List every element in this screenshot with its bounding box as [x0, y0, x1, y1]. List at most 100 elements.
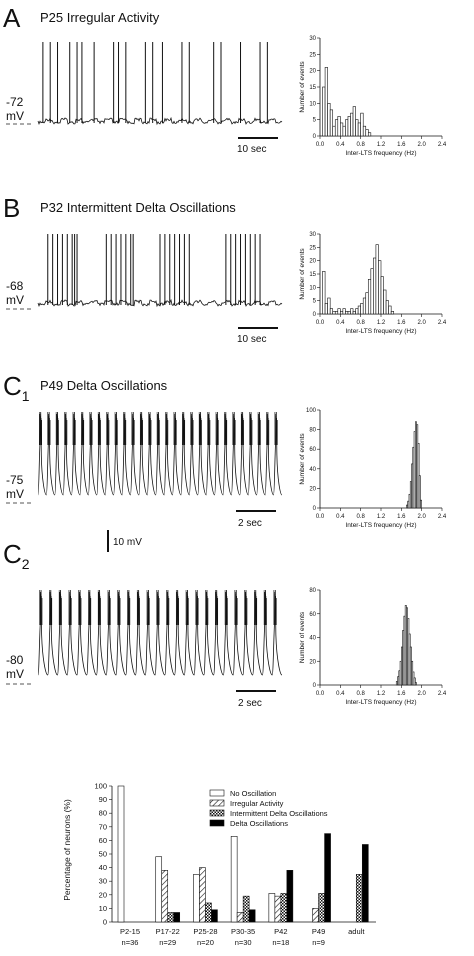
summary-y-tick-label: 30 — [99, 877, 107, 886]
hist-x-tick-label: 2.4 — [438, 514, 447, 520]
hist-bar — [415, 682, 417, 686]
hist-bar — [324, 303, 328, 315]
panel-b: B P32 Intermittent Delta Oscillations -6… — [3, 193, 447, 345]
hist-y-axis-label: Number of events — [299, 248, 306, 300]
voltage-scale: 10 mV — [107, 530, 142, 552]
hist-x-tick-label: 0.0 — [316, 691, 325, 697]
panel-a-unit: mV — [6, 109, 24, 123]
hist-y-tick-label: 0 — [313, 506, 317, 512]
hist-y-tick-label: 5 — [313, 299, 317, 305]
hist-bar — [327, 297, 331, 315]
hist-y-tick-label: 20 — [309, 69, 316, 75]
hist-x-tick-label: 2.4 — [438, 142, 447, 148]
hist-y-tick-label: 10 — [309, 285, 316, 291]
hist-x-tick-label: 1.2 — [377, 320, 386, 326]
summary-bar — [318, 893, 325, 923]
hist-x-tick-label: 2.4 — [438, 691, 447, 697]
trace-oscillation — [37, 411, 283, 496]
panel-a-trace — [37, 42, 283, 126]
hist-bar — [413, 677, 416, 686]
summary-bar — [286, 870, 294, 923]
summary-category-n: n=18 — [272, 938, 289, 947]
hist-bar — [365, 292, 369, 315]
summary-y-tick-label: 70 — [99, 822, 107, 831]
hist-x-tick-label: 0.4 — [336, 691, 345, 697]
summary-category-n: n=9 — [312, 938, 325, 947]
hist-bar — [370, 268, 374, 315]
summary-category-label: P17-22 — [156, 927, 180, 936]
panel-c1: C1 P49 Delta Oscillations -75 mV 2 sec 0… — [3, 371, 447, 529]
panel-b-unit: mV — [6, 293, 24, 307]
hist-x-axis-label: Inter-LTS frequency (Hz) — [345, 328, 416, 335]
hist-x-tick-label: 2.0 — [417, 320, 426, 326]
hist-y-tick-label: 40 — [309, 636, 316, 642]
hist-bar — [340, 311, 344, 315]
summary-bar — [268, 893, 276, 923]
panel-b-trace — [37, 234, 283, 308]
hist-y-tick-label: 0 — [313, 134, 317, 140]
hist-bar — [342, 308, 346, 315]
summary-y-tick-label: 10 — [99, 904, 107, 913]
panel-c1-potential: -75 — [6, 473, 24, 487]
hist-bar — [360, 303, 364, 315]
summary-bar — [230, 836, 238, 923]
legend-swatch — [209, 799, 225, 807]
hist-bar — [334, 119, 339, 137]
hist-bar — [418, 475, 421, 509]
trace-baseline — [37, 116, 283, 126]
hist-bar — [355, 308, 359, 315]
hist-x-tick-label: 0.8 — [356, 514, 365, 520]
hist-y-axis-label: Number of events — [299, 433, 306, 485]
hist-y-tick-label: 80 — [309, 428, 316, 434]
hist-y-tick-label: 15 — [309, 85, 316, 91]
panel-a-title: P25 Irregular Activity — [40, 10, 160, 25]
hist-y-tick-label: 60 — [309, 612, 316, 618]
hist-bar — [340, 122, 344, 137]
hist-y-axis-label: Number of events — [299, 61, 306, 113]
voltage-scale-label: 10 mV — [113, 537, 142, 548]
legend-label: Delta Oscillations — [230, 819, 288, 828]
hist-bar — [322, 271, 326, 315]
hist-bar — [329, 109, 334, 137]
panel-c2-letter: C2 — [3, 539, 30, 572]
hist-x-tick-label: 0.8 — [356, 142, 365, 148]
summary-bar — [236, 912, 244, 923]
hist-bar — [350, 308, 354, 315]
hist-x-tick-label: 0.8 — [356, 320, 365, 326]
hist-bar — [367, 132, 372, 137]
panel-c2-potential: -80 — [6, 653, 24, 667]
panel-b-potential: -68 — [6, 279, 24, 293]
panel-c1-letter: C1 — [3, 371, 30, 404]
panel-a: A P25 Irregular Activity -72 mV 10 sec 0… — [3, 3, 447, 157]
summary-category-label: P49 — [312, 927, 325, 936]
hist-bar — [337, 308, 341, 315]
panel-c2-trace — [37, 589, 283, 676]
panel-c1-histogram: 0 20 40 60 80 100 0.0 0.4 0.8 1.2 1.6 2.0 2.4 Inter-L… — [299, 408, 447, 529]
hist-x-tick-label: 2.0 — [417, 691, 426, 697]
hist-bar — [390, 311, 395, 315]
summary-category-label: P2-15 — [120, 927, 140, 936]
hist-y-tick-label: 15 — [309, 272, 316, 278]
hist-bar — [347, 116, 351, 137]
summary-bar — [242, 895, 250, 923]
hist-x-tick-label: 2.0 — [417, 514, 426, 520]
panel-a-letter: A — [3, 3, 21, 33]
panel-b-time-scale-label: 10 sec — [237, 334, 266, 345]
panel-c2-histogram: 0 20 40 60 80 0.0 0.4 0.8 1.2 1.6 2.0 2.4 Inter-LTS … — [299, 588, 447, 706]
hist-bar — [362, 297, 367, 315]
summary-bar — [193, 874, 200, 923]
hist-bar — [375, 244, 379, 315]
summary-category-label: P30-35 — [231, 927, 255, 936]
hist-bar — [365, 129, 369, 137]
summary-category-label: P25-28 — [193, 927, 217, 936]
hist-bar — [322, 86, 326, 137]
hist-bar — [337, 116, 341, 137]
hist-x-tick-label: 2.0 — [417, 142, 426, 148]
hist-y-tick-label: 100 — [306, 408, 317, 414]
panel-c1-trace — [37, 411, 283, 496]
hist-x-tick-label: 1.2 — [377, 142, 386, 148]
hist-y-axis-label: Number of events — [299, 611, 306, 663]
summary-category-label: adult — [348, 927, 365, 936]
panel-c2: C2 -80 mV 2 sec 0 20 40 60 80 0.0 0.4 0.8 1.2 1.6… — [3, 539, 447, 709]
summary-bar — [161, 870, 169, 923]
